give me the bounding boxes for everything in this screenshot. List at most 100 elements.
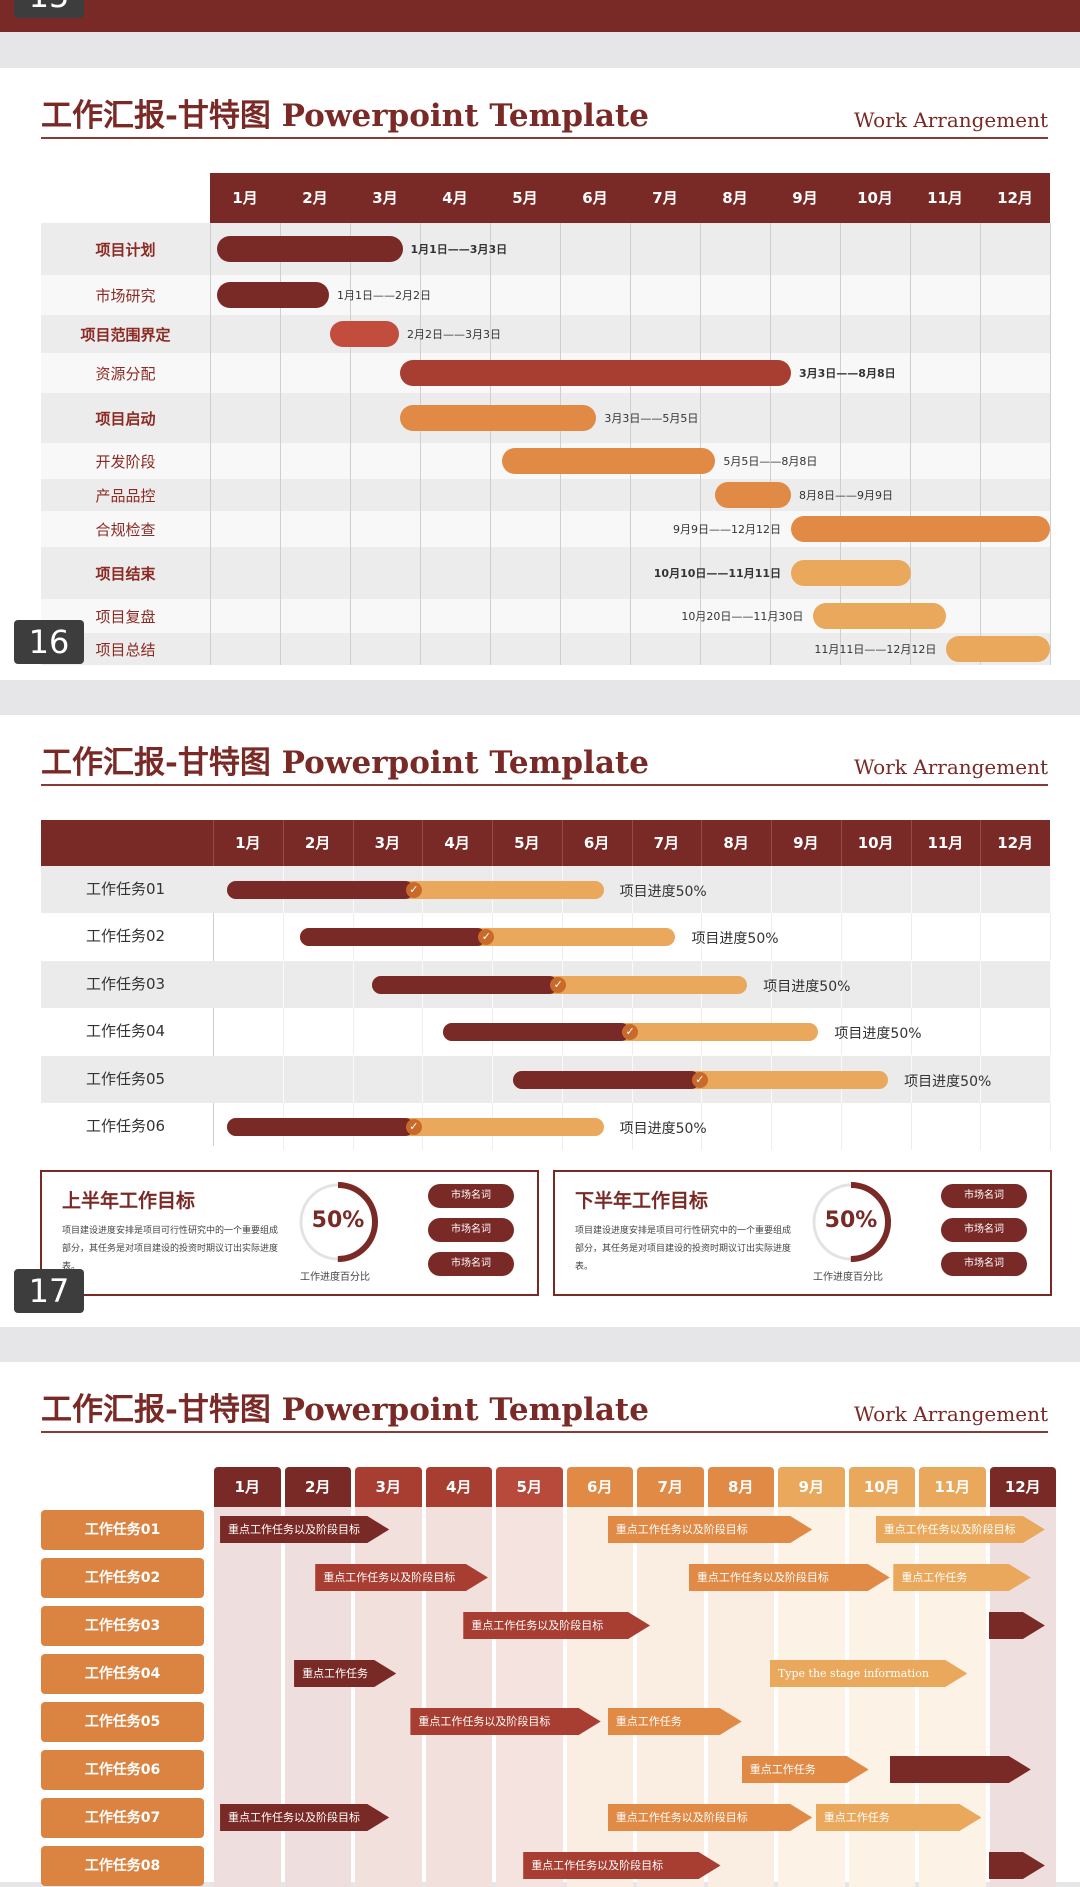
grid-line	[840, 1103, 842, 1150]
title-divider	[41, 784, 1048, 786]
progress-percent: 50%	[311, 1208, 365, 1233]
month-label: 5月	[514, 834, 540, 852]
month-column	[496, 1507, 563, 1887]
task-label: 工作任务05	[86, 1069, 166, 1088]
keyword-pill[interactable]: 市场名词	[941, 1218, 1027, 1242]
slide-title: 工作汇报-甘特图 Powerpoint Template	[41, 98, 649, 134]
task-label: 工作任务03	[41, 1606, 204, 1646]
goal-title: 上半年工作目标	[62, 1190, 196, 1212]
grid-line	[282, 1008, 284, 1055]
slide-subtitle: Work Arrangement	[853, 755, 1048, 779]
grid-line	[980, 1008, 982, 1055]
month-label: 4月	[425, 1467, 492, 1507]
month-header	[41, 820, 1050, 866]
slide-number-17[interactable]: 17	[14, 1269, 84, 1313]
grid-line	[840, 223, 841, 665]
gantt-bar	[813, 603, 947, 629]
month-label: 8月	[723, 834, 749, 852]
month-label: 5月	[496, 1467, 563, 1507]
grid-line	[631, 820, 633, 866]
task-arrow: 重点工作任务以及阶段目标	[689, 1564, 890, 1591]
task-arrow: 重点工作任务以及阶段目标	[220, 1804, 389, 1831]
month-label: 12月	[997, 834, 1034, 852]
grid-line	[280, 223, 281, 665]
month-label: 5月	[512, 189, 538, 207]
grid-line	[1050, 961, 1051, 1008]
progress-caption: 工作进度百分比	[813, 1272, 883, 1283]
grid-line	[213, 820, 214, 866]
task-label: 项目结束	[95, 565, 156, 583]
grid-line	[1050, 223, 1051, 665]
grid-line	[492, 820, 493, 866]
gantt-bar	[330, 321, 399, 347]
grid-line	[980, 820, 982, 866]
task-arrow: Type the stage information	[770, 1660, 967, 1687]
month-label: 6月	[566, 1467, 633, 1507]
gantt-bar	[400, 360, 791, 386]
check-icon: ✓	[405, 1118, 422, 1135]
slide-16-gantt[interactable]: 工作汇报-甘特图 Powerpoint Template Work Arrang…	[0, 68, 1080, 680]
progress-done-bar	[512, 1070, 700, 1089]
grid-line	[352, 961, 354, 1008]
slide-17-progress-gantt[interactable]: 工作汇报-甘特图 Powerpoint Template Work Arrang…	[0, 715, 1080, 1327]
grid-line	[910, 961, 912, 1008]
month-label: 6月	[582, 189, 608, 207]
grid-line	[980, 1103, 982, 1150]
check-icon: ✓	[405, 881, 422, 898]
progress-done-bar	[226, 1117, 414, 1136]
date-range: 11月11日——12月12日	[814, 643, 937, 656]
keyword-pill[interactable]: 市场名词	[941, 1252, 1027, 1276]
grid-line	[771, 866, 772, 913]
keyword-pill[interactable]: 市场名词	[941, 1184, 1027, 1208]
date-range: 5月5日——8月8日	[723, 455, 818, 468]
keyword-pill[interactable]: 市场名词	[428, 1252, 514, 1276]
row-band	[41, 479, 1050, 511]
slide-number-15[interactable]: 15	[14, 0, 84, 18]
grid-line	[1050, 1008, 1051, 1055]
task-arrow: 重点工作任务以及阶段目标	[876, 1516, 1045, 1543]
progress-done-bar	[443, 1022, 631, 1041]
grid-line	[352, 1056, 354, 1103]
task-label: 项目总结	[95, 641, 156, 659]
keyword-pill[interactable]: 市场名词	[428, 1184, 514, 1208]
slide-number-16[interactable]: 16	[14, 620, 84, 664]
date-range: 10月10日——11月11日	[653, 567, 781, 580]
slide-18-arrow-gantt[interactable]: 工作汇报-甘特图 Powerpoint Template Work Arrang…	[0, 1362, 1080, 1887]
grid-line	[350, 223, 351, 665]
progress-text: 项目进度50%	[904, 1073, 992, 1090]
grid-line	[701, 913, 703, 960]
month-label: 12月	[997, 189, 1033, 207]
task-label: 工作任务01	[41, 1510, 204, 1550]
slide-subtitle: Work Arrangement	[853, 108, 1048, 132]
grid-line	[910, 1008, 912, 1055]
progress-ring	[298, 1182, 378, 1262]
month-label: 10月	[857, 189, 893, 207]
task-arrow: 重点工作任务以及阶段目标	[608, 1516, 812, 1543]
grid-line	[282, 913, 284, 960]
month-label: 7月	[637, 1467, 704, 1507]
goal-description: 项目建设进度安排是项目可行性研究中的一个重要组成部分，其任务是对项目建设的投资时…	[62, 1226, 279, 1272]
grid-line	[771, 913, 772, 960]
keyword-pill[interactable]: 市场名词	[428, 1218, 514, 1242]
title-divider	[41, 137, 1048, 139]
grid-line	[282, 961, 284, 1008]
task-label: 工作任务08	[41, 1846, 204, 1886]
grid-line	[422, 820, 424, 866]
month-label: 2月	[302, 189, 328, 207]
month-label: 1月	[214, 1467, 281, 1507]
month-label: 7月	[653, 834, 680, 852]
month-label: 7月	[652, 189, 678, 207]
task-label: 工作任务03	[86, 974, 166, 993]
grid-line	[910, 223, 911, 665]
date-range: 3月3日——8月8日	[799, 367, 896, 380]
task-arrow: 重点工作任务	[608, 1708, 742, 1735]
grid-line	[700, 223, 701, 665]
grid-line	[840, 961, 842, 1008]
progress-text: 项目进度50%	[834, 1025, 922, 1042]
grid-line	[910, 820, 912, 866]
check-icon: ✓	[622, 1023, 639, 1040]
month-label: 11月	[927, 189, 963, 207]
check-icon: ✓	[478, 928, 495, 945]
grid-line	[840, 1008, 842, 1055]
progress-ring	[811, 1182, 891, 1262]
